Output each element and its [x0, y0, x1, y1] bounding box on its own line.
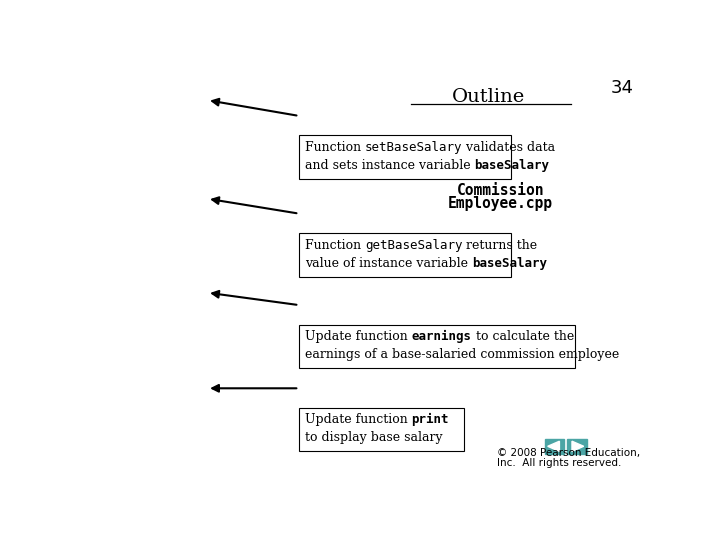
Bar: [545, 439, 564, 454]
Text: 34: 34: [611, 79, 634, 97]
Text: Employee.cpp: Employee.cpp: [448, 196, 553, 211]
Text: Function: Function: [305, 141, 365, 154]
Text: print: print: [412, 413, 449, 426]
Text: and sets instance variable: and sets instance variable: [305, 159, 474, 172]
Bar: [300, 233, 511, 277]
Text: to calculate the: to calculate the: [472, 330, 574, 343]
Bar: [567, 439, 587, 454]
Text: baseSalary: baseSalary: [474, 159, 549, 172]
Text: earnings: earnings: [412, 330, 472, 343]
Text: value of instance variable: value of instance variable: [305, 256, 472, 269]
Text: Update function: Update function: [305, 330, 412, 343]
Text: getBaseSalary: getBaseSalary: [365, 239, 462, 252]
Text: © 2008 Pearson Education,: © 2008 Pearson Education,: [498, 448, 641, 458]
Text: Outline: Outline: [452, 87, 526, 106]
Text: earnings of a base-salaried commission employee: earnings of a base-salaried commission e…: [305, 348, 619, 361]
Text: returns the: returns the: [462, 239, 538, 252]
Text: Update function: Update function: [305, 413, 412, 426]
Bar: [300, 136, 511, 179]
Polygon shape: [572, 441, 584, 451]
Polygon shape: [548, 441, 559, 451]
Text: Function: Function: [305, 239, 365, 252]
Text: Commission: Commission: [456, 183, 544, 198]
Text: validates data: validates data: [462, 141, 556, 154]
Text: setBaseSalary: setBaseSalary: [365, 141, 462, 154]
Bar: [300, 408, 464, 451]
Bar: [300, 325, 575, 368]
Text: baseSalary: baseSalary: [472, 256, 546, 269]
Text: Inc.  All rights reserved.: Inc. All rights reserved.: [498, 458, 621, 468]
Text: to display base salary: to display base salary: [305, 431, 443, 444]
